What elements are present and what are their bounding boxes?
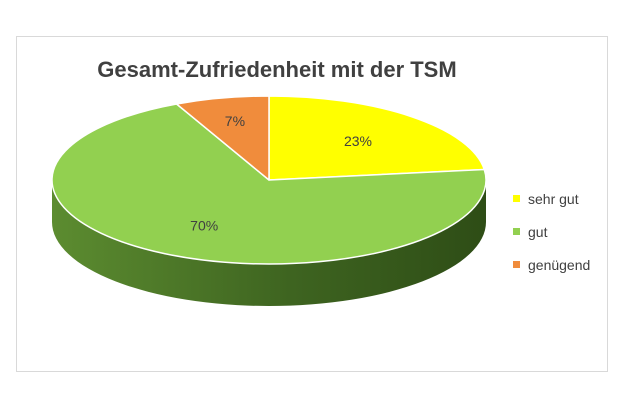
data-label-gut: 70% <box>190 218 218 234</box>
legend-label: genügend <box>528 256 591 273</box>
chart-frame: Gesamt-Zufriedenheit mit der TSM 23% 70% 7… <box>16 36 608 372</box>
legend-item-genuegend: genügend <box>513 248 590 281</box>
pie-slices <box>51 95 487 265</box>
legend-item-gut: gut <box>513 215 590 248</box>
legend-label: sehr gut <box>528 190 579 207</box>
legend-swatch <box>513 261 520 268</box>
pie-slice-gen-gend <box>175 95 270 181</box>
pie-depth <box>52 180 486 306</box>
pie-slice-sehr-gut <box>268 95 486 181</box>
pie-labels: 23% 70% 7% <box>190 113 372 234</box>
legend-item-sehr-gut: sehr gut <box>513 182 590 215</box>
pie-slice-gut <box>51 103 487 265</box>
pie-side-gut <box>52 180 486 306</box>
data-label-sehr-gut: 23% <box>344 133 372 149</box>
legend-label: gut <box>528 223 548 240</box>
legend-swatch <box>513 228 520 235</box>
pie-chart: 23% 70% 7% <box>51 95 487 306</box>
chart-title: Gesamt-Zufriedenheit mit der TSM <box>97 57 457 82</box>
data-label-gen-gend: 7% <box>225 113 245 129</box>
legend-swatch <box>513 195 520 202</box>
legend: sehr gut gut genügend <box>513 182 590 281</box>
